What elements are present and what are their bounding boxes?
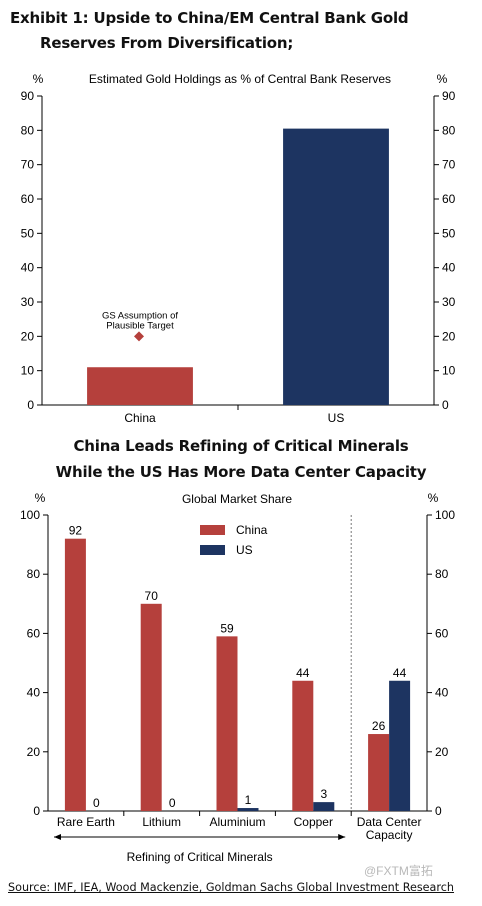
y-axis-unit-right: % xyxy=(437,72,448,86)
y-tick-label-right: 40 xyxy=(442,261,456,275)
y-axis-unit-left: % xyxy=(35,491,46,505)
bar-us xyxy=(237,808,259,811)
y-tick-label-right: 20 xyxy=(442,329,456,343)
y-tick-label-left: 20 xyxy=(21,329,35,343)
chart-subtitle: Estimated Gold Holdings as % of Central … xyxy=(89,72,391,86)
y-tick-label-right: 60 xyxy=(442,192,456,206)
legend-swatch-china xyxy=(200,525,225,535)
y-tick-label-left: 20 xyxy=(27,745,41,759)
bar-china xyxy=(292,680,314,811)
legend-label-china: China xyxy=(236,523,268,537)
y-tick-label-left: 0 xyxy=(27,398,34,412)
y-tick-label-left: 60 xyxy=(21,192,35,206)
legend-label-us: US xyxy=(236,543,253,557)
y-tick-label-right: 60 xyxy=(435,626,449,640)
market-share-chart: % % Global Market Share 0 0 20 20 40 40 60 60 80 80 1… xyxy=(20,491,455,864)
y-tick-label-right: 50 xyxy=(442,226,456,240)
y-tick-label-left: 0 xyxy=(33,804,40,818)
chart2-title-line1: China Leads Refining of Critical Mineral… xyxy=(73,437,409,455)
legend-swatch-us xyxy=(200,545,225,555)
source-note: Source: IMF, IEA, Wood Mackenzie, Goldma… xyxy=(8,881,455,894)
y-tick-label-right: 90 xyxy=(442,89,456,103)
annotation-line1: GS Assumption of xyxy=(102,310,178,321)
bracket-arrow-head-right xyxy=(338,834,346,840)
data-label-us: 1 xyxy=(245,793,252,807)
x-tick-label: China xyxy=(124,411,156,425)
x-tick-label: Rare Earth xyxy=(57,815,115,829)
bar-us xyxy=(313,802,335,811)
data-label-us: 0 xyxy=(169,796,176,810)
y-tick-label-left: 40 xyxy=(21,261,35,275)
x-tick-label: Data Center xyxy=(357,815,422,829)
data-label-us: 0 xyxy=(93,796,100,810)
x-tick-label: US xyxy=(328,411,345,425)
x-tick-label: Capacity xyxy=(366,828,413,842)
bar-us xyxy=(389,680,411,811)
y-tick-label-left: 90 xyxy=(21,89,35,103)
y-tick-label-left: 50 xyxy=(21,226,35,240)
exhibit-title-line1: Exhibit 1: Upside to China/EM Central Ba… xyxy=(10,9,409,27)
bar-china xyxy=(368,734,390,811)
y-tick-label-right: 20 xyxy=(435,745,449,759)
data-label-china: 70 xyxy=(145,589,159,603)
watermark: @FXTM富拓 xyxy=(364,864,433,878)
bar-china xyxy=(64,538,86,811)
data-label-china: 26 xyxy=(372,719,386,733)
data-label-us: 3 xyxy=(320,787,327,801)
bar-us xyxy=(283,128,389,405)
gold-holdings-chart: % % Estimated Gold Holdings as % of Centra… xyxy=(21,72,456,425)
x-tick-label: Copper xyxy=(294,815,333,829)
y-axis-unit-right: % xyxy=(428,491,439,505)
y-tick-label-left: 100 xyxy=(20,508,40,522)
bar-china xyxy=(87,367,193,405)
y-tick-label-left: 60 xyxy=(27,626,41,640)
y-tick-label-left: 40 xyxy=(27,686,41,700)
data-label-china: 92 xyxy=(69,524,83,538)
exhibit-title-line2: Reserves From Diversification; xyxy=(40,34,294,52)
y-tick-label-left: 10 xyxy=(21,364,35,378)
annotation-line2: Plausible Target xyxy=(106,320,174,331)
bracket-arrow-head-left xyxy=(54,834,61,840)
bar-china xyxy=(216,636,238,811)
y-tick-label-right: 0 xyxy=(435,804,442,818)
bar-china xyxy=(140,603,162,811)
y-tick-label-right: 30 xyxy=(442,295,456,309)
y-tick-label-right: 0 xyxy=(442,398,449,412)
y-tick-label-left: 70 xyxy=(21,158,35,172)
bracket-label: Refining of Critical Minerals xyxy=(127,850,273,864)
data-label-china: 44 xyxy=(296,666,310,680)
y-tick-label-right: 40 xyxy=(435,686,449,700)
x-tick-label: Aluminium xyxy=(209,815,265,829)
target-marker-diamond xyxy=(134,331,144,342)
y-tick-label-left: 80 xyxy=(27,567,41,581)
chart-subtitle: Global Market Share xyxy=(182,492,292,506)
y-tick-label-right: 80 xyxy=(442,123,456,137)
y-tick-label-left: 30 xyxy=(21,295,35,309)
y-tick-label-right: 10 xyxy=(442,364,456,378)
x-tick-label: Lithium xyxy=(142,815,181,829)
y-tick-label-left: 80 xyxy=(21,123,35,137)
y-tick-label-right: 70 xyxy=(442,158,456,172)
data-label-us: 44 xyxy=(393,666,407,680)
data-label-china: 59 xyxy=(220,621,234,635)
chart2-title-line2: While the US Has More Data Center Capaci… xyxy=(55,463,427,481)
y-tick-label-right: 100 xyxy=(435,508,455,522)
y-axis-unit-left: % xyxy=(33,72,44,86)
y-tick-label-right: 80 xyxy=(435,567,449,581)
